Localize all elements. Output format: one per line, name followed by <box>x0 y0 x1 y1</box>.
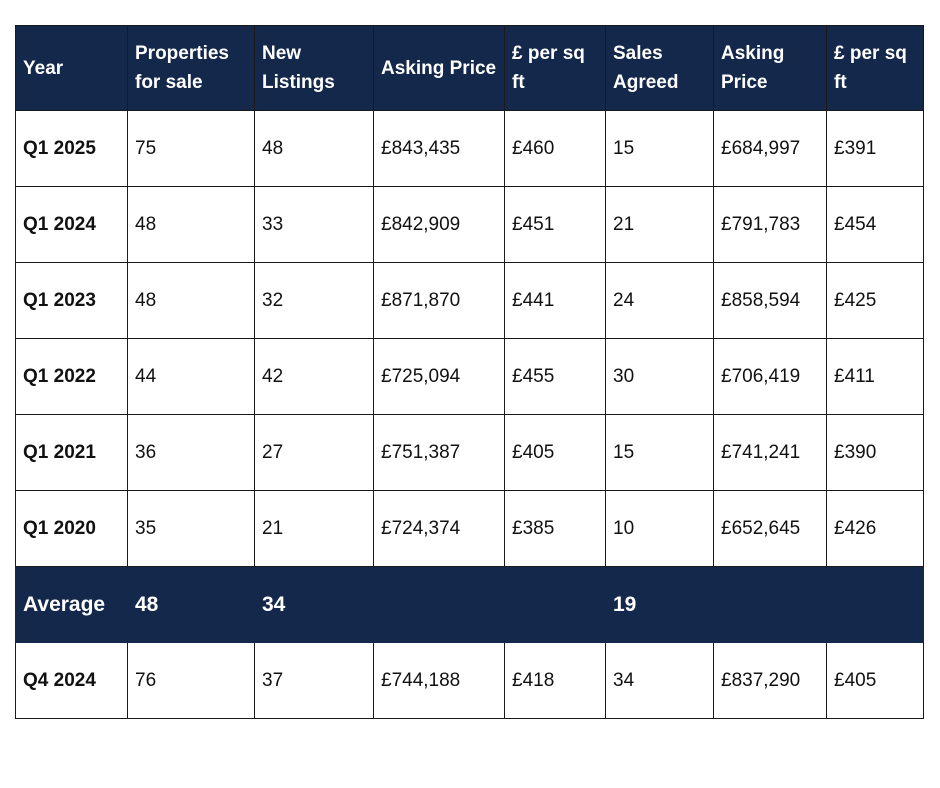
cell-sales-agreed: 15 <box>605 414 714 491</box>
header-sales-asking-price: Asking Price <box>713 25 827 111</box>
cell-new-listings: 37 <box>254 642 374 719</box>
average-label: Average <box>15 566 128 643</box>
cell-sales-asking-price: £652,645 <box>713 490 827 567</box>
cell-price-per-sqft: £460 <box>504 110 606 187</box>
header-row: Year Properties for sale New Listings As… <box>15 25 924 111</box>
cell-price-per-sqft: £455 <box>504 338 606 415</box>
row-year: Q4 2024 <box>15 642 128 719</box>
cell-sales-agreed: 34 <box>605 642 714 719</box>
row-year: Q1 2022 <box>15 338 128 415</box>
cell-properties-for-sale: 35 <box>127 490 255 567</box>
cell-new-listings: 32 <box>254 262 374 339</box>
header-year: Year <box>15 25 128 111</box>
cell-sales-price-per-sqft: £454 <box>826 186 924 263</box>
cell-sales-asking-price: £837,290 <box>713 642 827 719</box>
header-price-per-sqft: £ per sq ft <box>504 25 606 111</box>
header-sales-agreed: Sales Agreed <box>605 25 714 111</box>
average-sales-agreed: 19 <box>605 566 714 643</box>
cell-price-per-sqft: £451 <box>504 186 606 263</box>
average-properties-for-sale: 48 <box>127 566 255 643</box>
cell-sales-asking-price: £741,241 <box>713 414 827 491</box>
header-properties-for-sale: Properties for sale <box>127 25 255 111</box>
row-year: Q1 2020 <box>15 490 128 567</box>
row-year: Q1 2024 <box>15 186 128 263</box>
cell-new-listings: 48 <box>254 110 374 187</box>
market-stats-table: Year Properties for sale New Listings As… <box>15 25 924 719</box>
cell-properties-for-sale: 48 <box>127 262 255 339</box>
cell-properties-for-sale: 75 <box>127 110 255 187</box>
cell-sales-agreed: 21 <box>605 186 714 263</box>
cell-sales-price-per-sqft: £405 <box>826 642 924 719</box>
cell-price-per-sqft: £441 <box>504 262 606 339</box>
cell-asking-price: £724,374 <box>373 490 505 567</box>
cell-sales-price-per-sqft: £426 <box>826 490 924 567</box>
average-price-per-sqft <box>504 566 606 643</box>
cell-properties-for-sale: 76 <box>127 642 255 719</box>
cell-properties-for-sale: 48 <box>127 186 255 263</box>
row-year: Q1 2025 <box>15 110 128 187</box>
average-sales-price-per-sqft <box>826 566 924 643</box>
cell-sales-price-per-sqft: £425 <box>826 262 924 339</box>
cell-new-listings: 27 <box>254 414 374 491</box>
cell-asking-price: £843,435 <box>373 110 505 187</box>
cell-sales-asking-price: £706,419 <box>713 338 827 415</box>
table-row: Q1 2020 35 21 £724,374 £385 10 £652,645 … <box>15 490 924 567</box>
cell-sales-agreed: 24 <box>605 262 714 339</box>
cell-asking-price: £871,870 <box>373 262 505 339</box>
average-sales-asking-price <box>713 566 827 643</box>
cell-sales-asking-price: £684,997 <box>713 110 827 187</box>
header-new-listings: New Listings <box>254 25 374 111</box>
header-asking-price: Asking Price <box>373 25 505 111</box>
table-row: Q1 2022 44 42 £725,094 £455 30 £706,419 … <box>15 338 924 415</box>
cell-sales-agreed: 30 <box>605 338 714 415</box>
cell-asking-price: £842,909 <box>373 186 505 263</box>
table-row: Q1 2021 36 27 £751,387 £405 15 £741,241 … <box>15 414 924 491</box>
cell-new-listings: 33 <box>254 186 374 263</box>
cell-sales-price-per-sqft: £391 <box>826 110 924 187</box>
cell-price-per-sqft: £385 <box>504 490 606 567</box>
average-new-listings: 34 <box>254 566 374 643</box>
row-year: Q1 2023 <box>15 262 128 339</box>
cell-sales-price-per-sqft: £390 <box>826 414 924 491</box>
cell-properties-for-sale: 44 <box>127 338 255 415</box>
cell-asking-price: £751,387 <box>373 414 505 491</box>
cell-price-per-sqft: £418 <box>504 642 606 719</box>
cell-price-per-sqft: £405 <box>504 414 606 491</box>
average-asking-price <box>373 566 505 643</box>
cell-sales-asking-price: £791,783 <box>713 186 827 263</box>
cell-sales-price-per-sqft: £411 <box>826 338 924 415</box>
table-row: Q1 2023 48 32 £871,870 £441 24 £858,594 … <box>15 262 924 339</box>
cell-sales-agreed: 15 <box>605 110 714 187</box>
table-row: Q1 2024 48 33 £842,909 £451 21 £791,783 … <box>15 186 924 263</box>
comparison-row: Q4 2024 76 37 £744,188 £418 34 £837,290 … <box>15 642 924 719</box>
cell-new-listings: 21 <box>254 490 374 567</box>
cell-properties-for-sale: 36 <box>127 414 255 491</box>
cell-asking-price: £725,094 <box>373 338 505 415</box>
header-sales-price-per-sqft: £ per sq ft <box>826 25 924 111</box>
table-row: Q1 2025 75 48 £843,435 £460 15 £684,997 … <box>15 110 924 187</box>
cell-asking-price: £744,188 <box>373 642 505 719</box>
cell-sales-agreed: 10 <box>605 490 714 567</box>
cell-sales-asking-price: £858,594 <box>713 262 827 339</box>
cell-new-listings: 42 <box>254 338 374 415</box>
average-row: Average 48 34 19 <box>15 566 924 643</box>
row-year: Q1 2021 <box>15 414 128 491</box>
